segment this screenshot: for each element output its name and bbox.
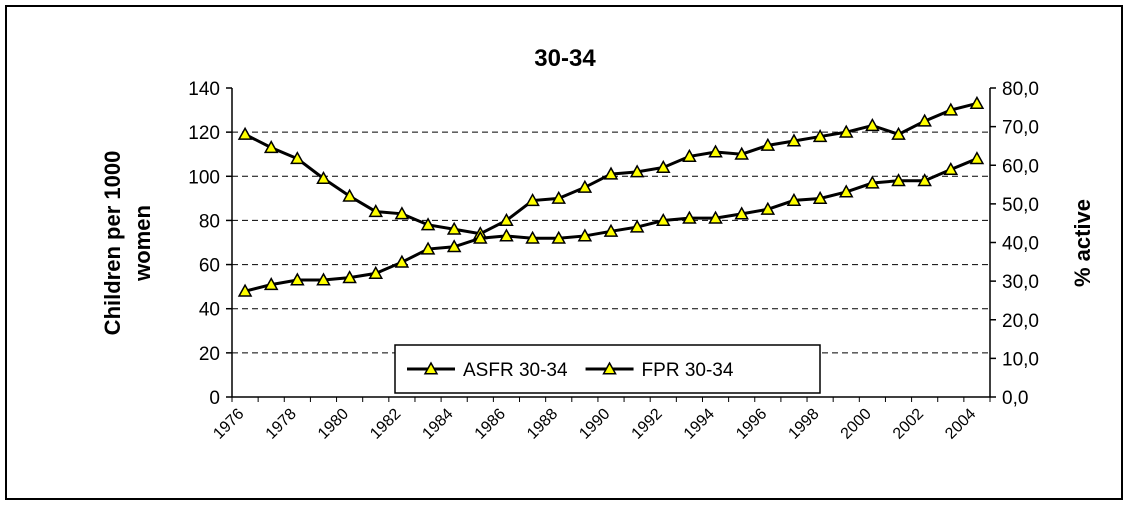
y2-tick-label: 10,0 — [1002, 349, 1039, 370]
y-tick-label: 120 — [188, 123, 220, 144]
data-point — [420, 241, 436, 255]
data-point — [917, 173, 932, 187]
chart-border — [5, 5, 1123, 500]
data-point — [473, 230, 488, 244]
data-point — [577, 179, 593, 193]
y-axis-label: women — [130, 205, 155, 282]
data-point — [891, 126, 906, 140]
data-point — [316, 272, 331, 286]
data-point — [290, 272, 305, 286]
data-point — [838, 124, 854, 138]
y2-tick-label: 0,0 — [1002, 388, 1028, 409]
data-point — [316, 170, 331, 185]
data-point — [786, 192, 802, 206]
data-point — [342, 270, 357, 284]
data-point — [760, 137, 776, 151]
data-point — [263, 277, 279, 291]
data-point — [812, 190, 828, 205]
data-point — [263, 140, 279, 154]
data-point — [499, 228, 514, 242]
y2-tick-label: 80,0 — [1002, 79, 1039, 100]
chart-title: 30-34 — [534, 45, 596, 72]
data-point — [812, 129, 828, 143]
y-tick-label: 20 — [199, 344, 220, 365]
data-point — [917, 113, 932, 127]
data-point — [682, 210, 697, 224]
data-point — [734, 206, 749, 220]
data-point — [368, 265, 384, 279]
data-point — [603, 166, 619, 180]
data-point — [969, 151, 985, 165]
y2-tick-label: 70,0 — [1002, 118, 1039, 139]
y2-tick-label: 40,0 — [1002, 234, 1039, 255]
data-point — [838, 184, 854, 198]
y-tick-label: 80 — [199, 211, 220, 232]
data-point — [865, 117, 880, 132]
data-point — [342, 188, 357, 202]
y2-tick-label: 60,0 — [1002, 156, 1039, 177]
legend-label: FPR 30-34 — [642, 360, 734, 381]
legend-marker — [423, 361, 439, 375]
y2-tick-label: 50,0 — [1002, 195, 1039, 216]
y-tick-label: 100 — [188, 167, 220, 188]
data-point — [368, 204, 384, 218]
data-point — [629, 219, 645, 233]
data-point — [656, 159, 671, 174]
legend-label: ASFR 30-34 — [463, 360, 568, 381]
data-point — [446, 239, 462, 253]
y2-tick-label: 30,0 — [1002, 272, 1039, 293]
data-point — [682, 148, 697, 162]
data-point — [708, 210, 723, 224]
y-axis-label: Children per 1000 — [100, 151, 125, 336]
data-point — [420, 217, 436, 231]
y2-axis-label: % active — [1070, 199, 1095, 287]
y-tick-label: 0 — [209, 388, 220, 409]
data-point — [525, 230, 540, 244]
y-tick-label: 40 — [199, 300, 220, 321]
data-point — [603, 223, 619, 237]
y-tick-label: 140 — [188, 79, 220, 100]
data-point — [786, 133, 802, 147]
data-point — [629, 164, 645, 178]
y2-tick-label: 20,0 — [1002, 311, 1039, 332]
data-point — [969, 95, 985, 109]
data-point — [943, 102, 959, 116]
data-point — [577, 228, 593, 242]
data-point — [290, 151, 305, 165]
data-point — [551, 230, 566, 244]
data-point — [394, 206, 410, 220]
data-point — [499, 212, 514, 226]
data-point — [734, 146, 749, 160]
data-point — [865, 175, 880, 189]
data-point — [708, 144, 723, 158]
data-point — [394, 254, 410, 268]
data-point — [656, 212, 671, 227]
legend-marker — [602, 361, 617, 375]
data-point — [237, 126, 253, 140]
data-point — [943, 161, 959, 176]
data-point — [525, 193, 540, 207]
data-point — [237, 283, 253, 297]
y-tick-label: 60 — [199, 256, 220, 277]
data-point — [760, 201, 776, 215]
data-point — [446, 221, 462, 235]
data-point — [551, 190, 566, 204]
data-point — [891, 173, 906, 187]
